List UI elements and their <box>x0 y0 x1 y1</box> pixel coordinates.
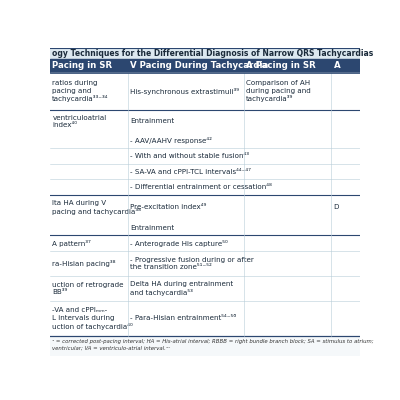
Text: ogy Techniques for the Differential Diagnosis of Narrow QRS Tachycardias: ogy Techniques for the Differential Diag… <box>52 49 373 58</box>
Text: A: A <box>334 61 340 70</box>
Text: ra-Hisian pacing³⁸: ra-Hisian pacing³⁸ <box>52 260 116 267</box>
Bar <box>50 301 360 336</box>
Bar <box>50 276 360 301</box>
Text: A pattern³⁷: A pattern³⁷ <box>52 240 91 247</box>
Text: - Differential entrainment or cessation⁴⁸: - Differential entrainment or cessation⁴… <box>130 184 272 190</box>
Text: - Para-Hisian entrainment⁵⁴⁻⁵⁶: - Para-Hisian entrainment⁵⁴⁻⁵⁶ <box>130 315 236 321</box>
Text: ¹ = corrected post-pacing interval; HA = His-atrial interval; RBBB = right bundl: ¹ = corrected post-pacing interval; HA =… <box>52 339 373 344</box>
Text: - SA-VA and cPPI-TCL intervals⁴⁴⁻⁴⁷: - SA-VA and cPPI-TCL intervals⁴⁴⁻⁴⁷ <box>130 169 251 175</box>
Text: His-synchronous extrastimuli³⁹: His-synchronous extrastimuli³⁹ <box>130 88 239 95</box>
Text: uction of retrograde
BB³⁹: uction of retrograde BB³⁹ <box>52 282 124 295</box>
Bar <box>50 59 360 73</box>
Text: Entrainment: Entrainment <box>130 225 174 231</box>
Text: - AAV/AAHV response⁴²: - AAV/AAHV response⁴² <box>130 137 212 144</box>
Text: Comparison of AH
during pacing and
tachycardia³⁹: Comparison of AH during pacing and tachy… <box>246 80 311 102</box>
Text: -VA and cPPIₘₘ-
L intervals during
uction of tachycardia⁴⁰: -VA and cPPIₘₘ- L intervals during uctio… <box>52 307 133 330</box>
Bar <box>50 164 360 180</box>
Bar <box>50 73 360 110</box>
Text: Delta HA during entrainment
and tachycardia⁵³: Delta HA during entrainment and tachycar… <box>130 281 233 296</box>
Bar <box>50 180 360 195</box>
Bar <box>50 110 360 133</box>
Bar <box>50 48 360 59</box>
Bar <box>50 133 360 148</box>
Bar <box>50 220 360 236</box>
Text: A Pacing in SR: A Pacing in SR <box>246 61 316 70</box>
Text: ventriculoatrial
index⁴⁰: ventriculoatrial index⁴⁰ <box>52 115 106 128</box>
Text: ventricular; VA = ventriculo-atrial interval.¹⁷: ventricular; VA = ventriculo-atrial inte… <box>52 346 170 351</box>
Text: Pre-excitation index⁴⁹: Pre-excitation index⁴⁹ <box>130 204 206 210</box>
Bar <box>50 336 360 356</box>
Bar <box>50 148 360 164</box>
Text: Pacing in SR: Pacing in SR <box>52 61 112 70</box>
Bar <box>50 236 360 251</box>
Text: - Progressive fusion during or after
the transition zone⁵¹⁻⁵²: - Progressive fusion during or after the… <box>130 257 254 270</box>
Text: Entrainment: Entrainment <box>130 118 174 124</box>
Bar <box>50 251 360 276</box>
Text: - Anterograde His capture⁵⁰: - Anterograde His capture⁵⁰ <box>130 240 228 247</box>
Text: ratios during
pacing and
tachycardia³³⁻³⁴: ratios during pacing and tachycardia³³⁻³… <box>52 80 109 102</box>
Bar <box>50 195 360 220</box>
Text: D: D <box>334 204 339 210</box>
Text: - With and without stable fusion⁴³: - With and without stable fusion⁴³ <box>130 153 249 159</box>
Text: lta HA during V
pacing and tachycardia³⁸: lta HA during V pacing and tachycardia³⁸ <box>52 200 141 215</box>
Text: V Pacing During Tachycardia: V Pacing During Tachycardia <box>130 61 268 70</box>
